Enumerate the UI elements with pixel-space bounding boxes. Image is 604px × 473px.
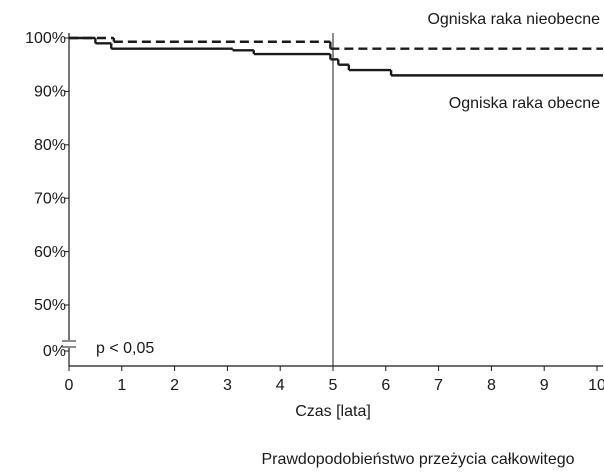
y-tick-label: 90%: [34, 84, 66, 101]
x-tick-label: 9: [540, 377, 549, 394]
y-tick-label: 70%: [34, 190, 66, 207]
legend-label: Ogniska raka obecne: [449, 95, 600, 112]
x-tick-label: 3: [223, 377, 232, 394]
x-axis-label: Czas [lata]: [295, 403, 371, 420]
chart-caption: Prawdopodobieństwo przeżycia całkowitego: [261, 451, 574, 468]
x-tick-label: 10: [588, 377, 604, 394]
y-tick-label: 0%: [43, 343, 66, 360]
x-tick-label: 0: [65, 377, 74, 394]
x-tick-label: 2: [170, 377, 179, 394]
y-tick-label: 80%: [34, 137, 66, 154]
p-value-annotation: p < 0,05: [96, 340, 154, 357]
x-tick-label: 4: [276, 377, 285, 394]
x-tick-label: 6: [381, 377, 390, 394]
x-tick-label: 5: [329, 377, 338, 394]
y-tick-label: 50%: [34, 297, 66, 314]
x-tick-label: 1: [117, 377, 126, 394]
x-tick-label: 7: [434, 377, 443, 394]
legend-label: Ogniska raka nieobecne: [427, 11, 600, 28]
x-tick-label: 8: [487, 377, 496, 394]
y-tick-label: 60%: [34, 244, 66, 261]
y-tick-label: 100%: [25, 30, 66, 47]
